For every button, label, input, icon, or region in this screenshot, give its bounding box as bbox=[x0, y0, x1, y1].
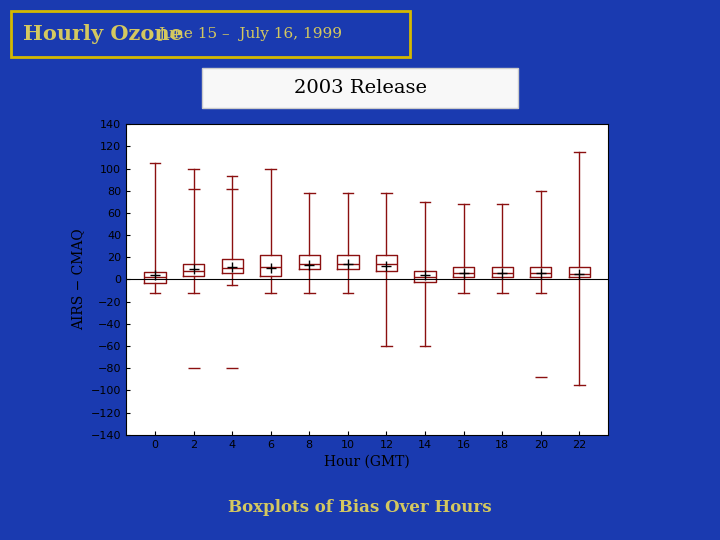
Text: June 15 –  July 16, 1999: June 15 – July 16, 1999 bbox=[158, 27, 343, 40]
Text: 2003 Release: 2003 Release bbox=[294, 79, 426, 97]
Text: Boxplots of Bias Over Hours: Boxplots of Bias Over Hours bbox=[228, 499, 492, 516]
X-axis label: Hour (GMT): Hour (GMT) bbox=[324, 455, 410, 469]
Text: Hourly Ozone: Hourly Ozone bbox=[23, 24, 183, 44]
Y-axis label: AIRS − CMAQ: AIRS − CMAQ bbox=[71, 228, 85, 330]
